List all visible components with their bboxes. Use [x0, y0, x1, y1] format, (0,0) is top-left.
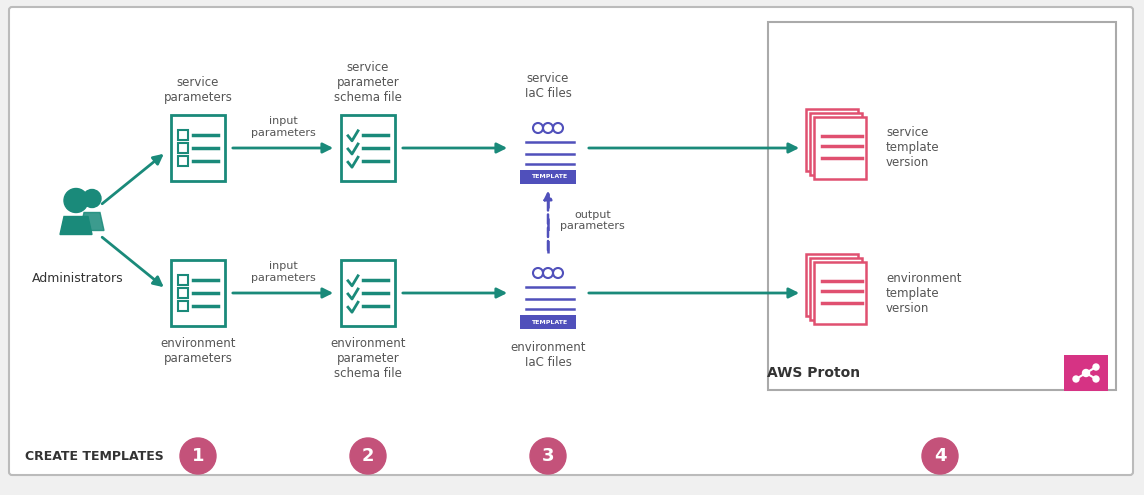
FancyBboxPatch shape — [178, 156, 188, 166]
Text: environment
parameter
schema file: environment parameter schema file — [331, 337, 406, 380]
Circle shape — [922, 438, 958, 474]
Text: 2: 2 — [362, 447, 374, 465]
FancyBboxPatch shape — [810, 113, 861, 175]
FancyBboxPatch shape — [1064, 355, 1109, 391]
FancyBboxPatch shape — [807, 109, 858, 171]
Circle shape — [1073, 376, 1079, 382]
Text: CREATE TEMPLATES: CREATE TEMPLATES — [25, 449, 164, 462]
FancyBboxPatch shape — [341, 115, 395, 181]
Text: service
parameters: service parameters — [164, 76, 232, 104]
FancyBboxPatch shape — [768, 22, 1117, 390]
FancyBboxPatch shape — [810, 258, 861, 320]
Circle shape — [180, 438, 216, 474]
FancyBboxPatch shape — [178, 130, 188, 140]
FancyBboxPatch shape — [178, 301, 188, 311]
Text: AWS Proton: AWS Proton — [766, 366, 860, 380]
FancyBboxPatch shape — [9, 7, 1133, 475]
FancyBboxPatch shape — [178, 275, 188, 285]
FancyBboxPatch shape — [178, 143, 188, 153]
Text: 4: 4 — [934, 447, 946, 465]
Polygon shape — [80, 212, 104, 231]
Text: input
parameters: input parameters — [251, 116, 316, 138]
Text: environment
parameters: environment parameters — [160, 337, 236, 365]
FancyBboxPatch shape — [815, 117, 866, 179]
Text: TEMPLATE: TEMPLATE — [531, 175, 567, 180]
Text: environment
template
version: environment template version — [885, 271, 961, 314]
Circle shape — [1082, 369, 1089, 377]
Text: TEMPLATE: TEMPLATE — [531, 319, 567, 325]
Circle shape — [1093, 364, 1099, 370]
Text: environment
IaC files: environment IaC files — [510, 341, 586, 369]
Text: Administrators: Administrators — [32, 273, 124, 286]
Text: 3: 3 — [542, 447, 554, 465]
Circle shape — [64, 189, 88, 212]
FancyBboxPatch shape — [170, 115, 225, 181]
Text: service
parameter
schema file: service parameter schema file — [334, 61, 402, 104]
FancyBboxPatch shape — [341, 260, 395, 326]
FancyBboxPatch shape — [815, 262, 866, 324]
Circle shape — [530, 438, 566, 474]
FancyBboxPatch shape — [521, 315, 575, 329]
FancyBboxPatch shape — [170, 260, 225, 326]
FancyBboxPatch shape — [521, 170, 575, 184]
Circle shape — [84, 190, 101, 207]
Text: 1: 1 — [192, 447, 205, 465]
Circle shape — [350, 438, 386, 474]
Text: service
template
version: service template version — [885, 127, 939, 169]
Text: service
IaC files: service IaC files — [525, 72, 572, 100]
Text: output
parameters: output parameters — [561, 210, 625, 231]
FancyBboxPatch shape — [178, 288, 188, 298]
Circle shape — [1093, 376, 1099, 382]
Text: input
parameters: input parameters — [251, 261, 316, 283]
Polygon shape — [59, 216, 92, 235]
FancyBboxPatch shape — [807, 254, 858, 316]
